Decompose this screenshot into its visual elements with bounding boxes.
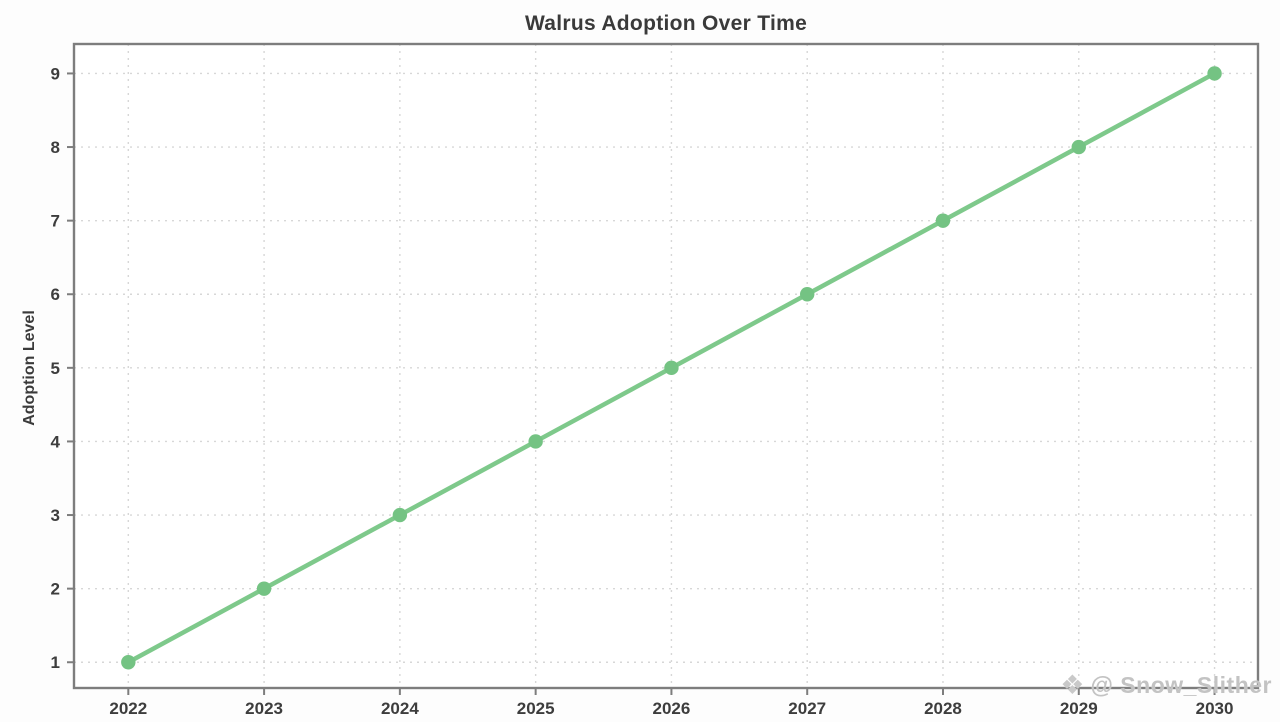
data-point	[392, 507, 408, 523]
data-point	[1071, 139, 1086, 155]
plot-frame	[72, 42, 1260, 690]
x-tick-label: 2025	[517, 699, 555, 718]
data-point	[800, 287, 815, 302]
y-tick-label: 5	[51, 359, 60, 378]
x-tick-label: 2023	[245, 699, 283, 718]
x-tick-label: 2030	[1196, 699, 1234, 718]
x-tick-label: 2022	[109, 699, 147, 718]
data-point	[528, 434, 543, 449]
y-tick-label: 1	[51, 653, 60, 672]
y-tick-label: 6	[51, 285, 60, 304]
chart-title: Walrus Adoption Over Time	[524, 12, 808, 35]
y-tick-label: 4	[51, 432, 61, 451]
data-point	[121, 655, 136, 670]
y-tick-label: 8	[51, 138, 60, 157]
x-tick-label: 2029	[1060, 699, 1098, 718]
snowflake-icon: ❖	[1060, 670, 1085, 700]
data-point	[664, 360, 679, 376]
data-point	[935, 213, 951, 228]
y-tick-label: 7	[51, 212, 60, 231]
x-tick-label: 2026	[653, 699, 691, 718]
data-point	[256, 581, 272, 596]
watermark: ❖ @ Snow_Slither	[1060, 672, 1272, 699]
x-tick-label: 2024	[381, 699, 419, 718]
watermark-text: @ Snow_Slither	[1090, 672, 1272, 698]
data-point	[1207, 66, 1222, 81]
y-tick-label: 3	[51, 506, 60, 525]
y-tick-label: 9	[51, 64, 60, 83]
x-tick-label: 2027	[788, 699, 826, 718]
x-tick-label: 2028	[924, 699, 962, 718]
y-tick-label: 2	[51, 580, 60, 599]
